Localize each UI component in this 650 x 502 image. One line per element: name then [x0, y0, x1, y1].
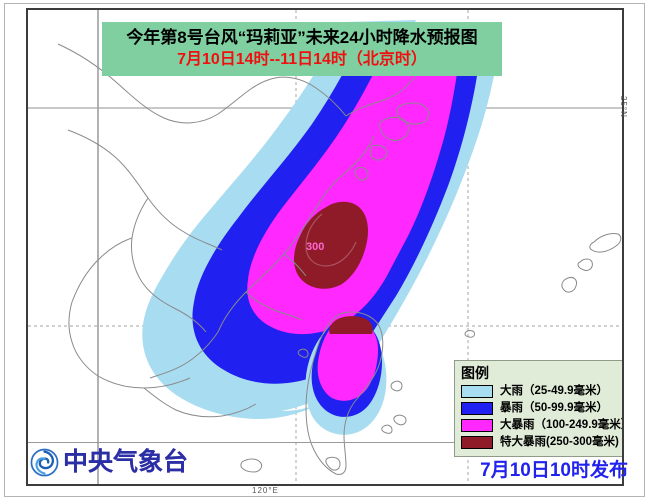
legend-item-heavy-rain: 大雨（25-49.9毫米） — [461, 383, 622, 400]
issue-time-text: 7月10日10时发布 — [480, 460, 628, 481]
legend-heading: 图例 — [461, 365, 489, 381]
legend-swatch-rainstorm — [461, 402, 493, 415]
legend-swatch-heavy-rainstorm — [461, 419, 493, 432]
legend-label-extreme-rainstorm: 特大暴雨(250-300毫米) — [500, 436, 619, 448]
taiwan-precip-extreme — [329, 316, 373, 334]
outer-border — [4, 3, 645, 497]
longitude-axis-label: 120°E — [252, 486, 279, 495]
precip-band-extreme-outline — [305, 213, 357, 267]
legend-label-heavy-rain: 大雨（25-49.9毫米） — [500, 385, 609, 397]
typhoon-swirl-icon — [30, 448, 59, 477]
legend-label-heavy-rainstorm: 大暴雨（100-249.9毫米） — [500, 419, 624, 431]
forecast-period: 7月10日14时--11日14时（北京时） — [177, 51, 427, 68]
legend-label-rainstorm: 暴雨（50-99.9毫米） — [500, 402, 609, 414]
page-title: 今年第8号台风“玛莉亚”未来24小时降水预报图 — [126, 28, 478, 47]
agency-branding: 中央气象台 — [30, 448, 188, 477]
footer-divider — [28, 442, 622, 443]
legend-swatch-extreme-rainstorm — [461, 436, 493, 449]
legend-box: 图例 大雨（25-49.9毫米） 暴雨（50-99.9毫米） 大暴雨（100-2… — [454, 360, 624, 457]
legend-swatch-heavy-rain — [461, 385, 493, 398]
legend-item-heavy-rainstorm: 大暴雨（100-249.9毫米） — [461, 417, 624, 434]
taiwan-precip-heavy-rainstorm — [317, 319, 378, 401]
legend-item-rainstorm: 暴雨（50-99.9毫米） — [461, 400, 622, 417]
latitude-axis-label: 25°N — [619, 96, 628, 118]
precipitation-map: 300 — [28, 10, 622, 484]
legend-item-extreme-rainstorm: 特大暴雨(250-300毫米) — [461, 434, 622, 451]
contour-label-300: 300 — [306, 241, 324, 253]
agency-name: 中央气象台 — [63, 448, 189, 476]
title-banner: 今年第8号台风“玛莉亚”未来24小时降水预报图 7月10日14时--11日14时… — [102, 22, 502, 76]
map-canvas[interactable]: 300 今年第8号台风“玛莉亚”未来24小时降水预报图 7月10日14时--11… — [26, 8, 624, 486]
